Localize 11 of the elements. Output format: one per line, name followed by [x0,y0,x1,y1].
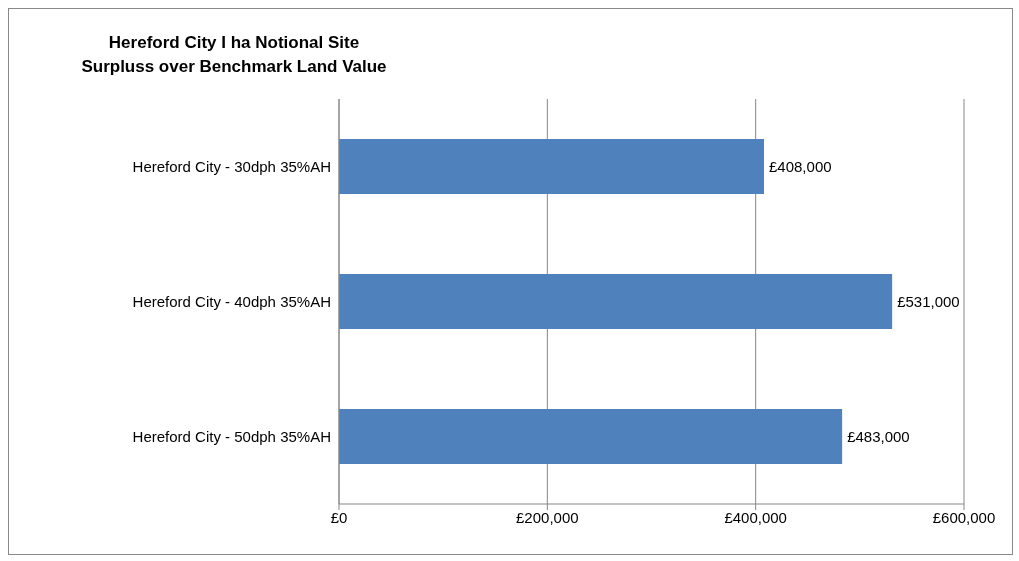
x-tick-label: £0 [330,508,348,526]
data-label: £483,000 [847,427,910,445]
data-label: £408,000 [769,157,832,175]
y-tick-label: Hereford City - 30dph 35%AH [132,157,331,175]
chart-title: Hereford City I ha Notional Site Surpluss over Benchmark Land Value [80,32,388,78]
data-label: £531,000 [897,292,960,310]
y-tick-label: Hereford City - 40dph 35%AH [132,292,331,310]
y-tick-label: Hereford City - 50dph 35%AH [132,427,331,445]
x-tick-label: £600,000 [932,508,996,526]
x-tick-label: £400,000 [724,508,787,526]
x-tick-label: £200,000 [516,508,579,526]
